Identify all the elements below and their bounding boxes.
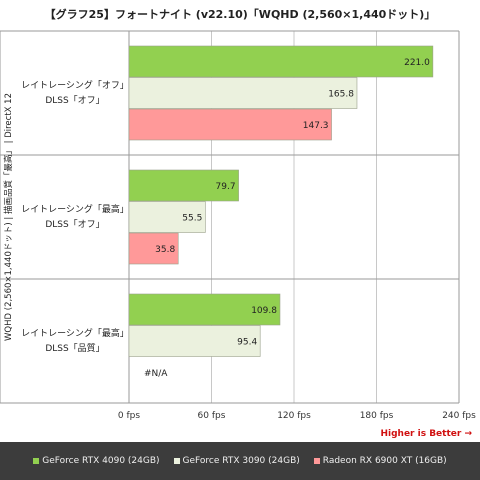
bar-value-label: 221.0 xyxy=(404,58,430,68)
bar-1-2 xyxy=(128,325,261,357)
bar-value-label: 165.8 xyxy=(328,90,354,100)
bar-2-1 xyxy=(128,232,179,265)
legend-item-rx6900xt: Radeon RX 6900 XT (16GB) xyxy=(313,456,447,466)
group-label-line1: レイトレーシング「最高」 xyxy=(21,327,129,339)
legend-swatch-rx6900xt xyxy=(313,458,320,464)
bar-0-0 xyxy=(128,45,434,78)
bar-2-0 xyxy=(128,108,332,141)
x-tick-label: 60 fps xyxy=(198,411,226,421)
x-tick-label: 120 fps xyxy=(277,411,311,421)
bar-value-label: 95.4 xyxy=(237,338,257,348)
group-label-line2: DLSS「品質」 xyxy=(45,342,104,354)
bar-0-2 xyxy=(128,293,281,326)
x-tick-label: 180 fps xyxy=(360,411,394,421)
bar-chart: 0 fps 60 fps 120 fps 180 fps 240 fps 221.0 165… xyxy=(0,30,477,421)
higher-is-better-note: Higher is Better → xyxy=(380,429,472,439)
bar-1-1 xyxy=(128,201,206,233)
y-axis-label: WQHD (2,560×1,440ドット) | 描画品質「最高」 | Direc… xyxy=(3,93,14,341)
legend-item-rtx3090: GeForce RTX 3090 (24GB) xyxy=(173,456,300,466)
legend-label-rx6900xt: Radeon RX 6900 XT (16GB) xyxy=(322,456,447,466)
bar-value-label: 35.8 xyxy=(155,245,175,255)
legend-swatch-rtx4090 xyxy=(33,458,40,464)
bar-value-label: 109.8 xyxy=(251,306,277,316)
legend-label-rtx4090: GeForce RTX 4090 (24GB) xyxy=(42,456,160,466)
legend-swatch-rtx3090 xyxy=(173,458,180,464)
x-tick-label: 0 fps xyxy=(118,411,140,421)
legend: GeForce RTX 4090 (24GB) GeForce RTX 3090… xyxy=(0,442,480,480)
legend-label-rtx3090: GeForce RTX 3090 (24GB) xyxy=(182,456,300,466)
x-tick-label: 240 fps xyxy=(442,411,476,421)
bar-1-0 xyxy=(128,77,358,109)
legend-item-rtx4090: GeForce RTX 4090 (24GB) xyxy=(33,456,160,466)
bar-value-label: #N/A xyxy=(144,369,168,379)
bar-value-label: 55.5 xyxy=(182,214,202,224)
bar-value-label: 147.3 xyxy=(303,121,329,131)
bar-0-1 xyxy=(128,169,239,202)
group-label-line1: レイトレーシング「最高」 xyxy=(21,203,129,215)
group-label-line1: レイトレーシング「オフ」 xyxy=(21,79,129,91)
group-label-line2: DLSS「オフ」 xyxy=(45,95,104,106)
group-label-line2: DLSS「オフ」 xyxy=(45,219,104,230)
chart-title: 【グラフ25】フォートナイト (v22.10)「WQHD (2,560×1,44… xyxy=(44,8,436,21)
bar-value-label: 79.7 xyxy=(216,182,236,192)
